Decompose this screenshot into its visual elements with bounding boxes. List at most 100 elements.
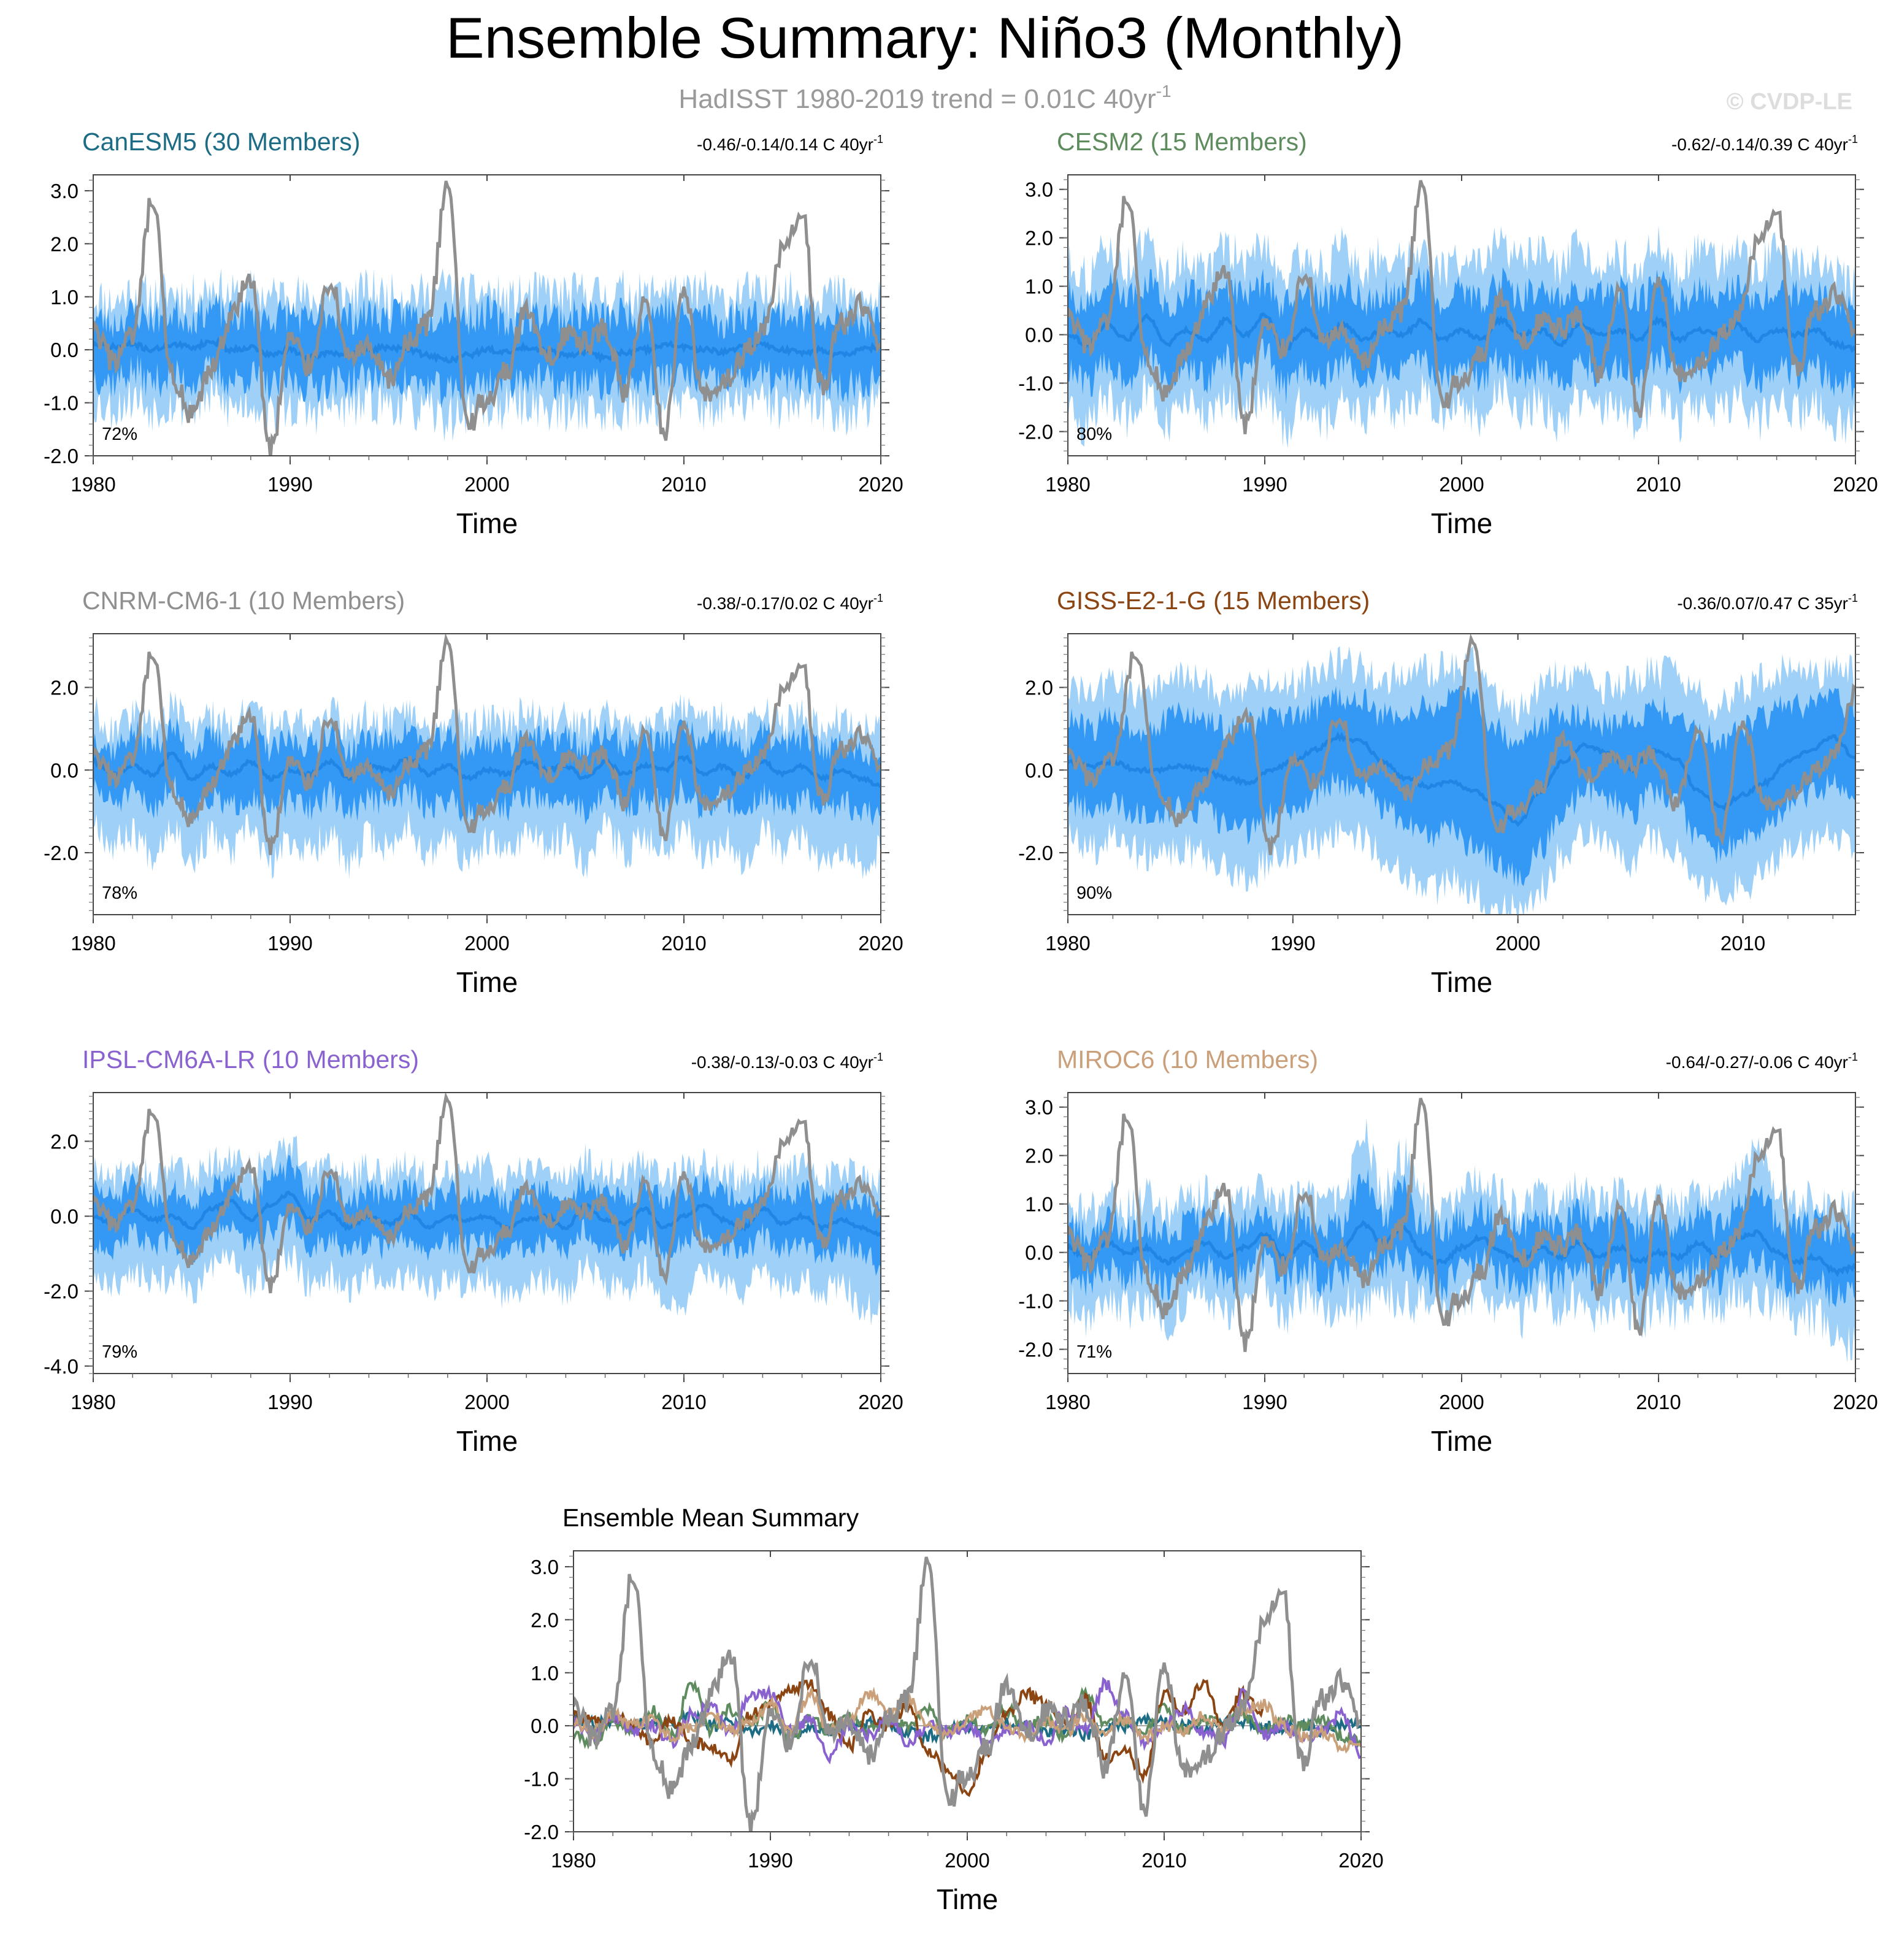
y-tick-label: -2.0 [44,842,79,864]
y-tick-label: 3.0 [1025,1096,1053,1119]
plot-area [573,1556,1361,1832]
y-tick-label: -1.0 [1018,372,1053,395]
x-tick-label: 1980 [71,1391,115,1413]
trend-label: -0.46/-0.14/0.14 C 40yr-1 [697,133,883,154]
figure-subtitle: HadISST 1980-2019 trend = 0.01C 40yr-1 [678,82,1171,114]
x-tick-label: 1990 [748,1849,792,1872]
plot-area [1068,1097,1855,1363]
y-tick-label: 3.0 [1025,179,1053,201]
y-tick-label: -4.0 [44,1355,79,1378]
y-tick-label: -1.0 [1018,1290,1053,1313]
x-tick-label: 1990 [1270,932,1315,955]
panel-title: Ensemble Mean Summary [562,1504,859,1532]
y-tick-label: 2.0 [1025,227,1053,250]
trend-text: -0.38/-0.17/0.02 C 40yr [697,594,873,613]
panel-title: MIROC6 (10 Members) [1057,1045,1318,1074]
panel-miroc6: MIROC6 (10 Members) -0.64/-0.27/-0.06 C 4… [1018,1045,1878,1457]
x-tick-label: 1990 [267,932,312,955]
x-tick-label: 2010 [661,1391,706,1413]
ensemble-mean-line [93,751,881,788]
y-tick-label: 2.0 [50,233,79,255]
x-tick-label: 1990 [1242,1391,1287,1413]
x-tick-label: 1990 [267,473,312,496]
y-tick-label: 3.0 [50,180,79,202]
spread-band-inner [93,1155,881,1276]
x-axis-label: Time [1431,1425,1493,1457]
observation-line [1068,1097,1855,1352]
x-tick-label: 2020 [858,932,903,955]
x-tick-label: 2010 [1636,1391,1681,1413]
x-tick-label: 2010 [661,473,706,496]
x-tick-label: 1980 [1045,932,1090,955]
panel-title: CanESM5 (30 Members) [82,128,360,156]
panel-cesm2: CESM2 (15 Members) -0.62/-0.14/0.39 C 40y… [1018,128,1878,539]
y-tick-label: 2.0 [531,1608,559,1631]
x-tick-label: 2000 [1495,932,1540,955]
plot-area [93,180,881,456]
trend-label: -0.36/0.07/0.47 C 35yr-1 [1677,592,1858,613]
panel-cnrm-cm6-1: CNRM-CM6-1 (10 Members) -0.38/-0.17/0.02 … [44,586,903,998]
y-tick-label: 2.0 [50,1130,79,1153]
trend-text: -0.38/-0.13/-0.03 C 40yr [691,1053,873,1072]
observation-line [1068,634,1855,855]
plot-area [93,634,881,880]
y-tick-label: 0.0 [1025,1242,1053,1264]
x-tick-label: 2000 [464,1391,509,1413]
panel-giss-e2-1-g: GISS-E2-1-G (15 Members) -0.36/0.07/0.47 … [1018,586,1864,998]
x-tick-label: 2000 [1439,1391,1484,1413]
y-tick-label: 0.0 [1025,324,1053,347]
percent-label: 72% [102,425,137,444]
y-tick-label: 2.0 [50,677,79,699]
trend-label: -0.64/-0.27/-0.06 C 40yr-1 [1666,1051,1858,1072]
y-tick-label: -1.0 [44,392,79,415]
trend-superscript: -1 [873,133,883,145]
x-tick-label: 2010 [1636,473,1681,496]
trend-superscript: -1 [1848,1051,1858,1063]
plot-area [1068,634,1855,915]
y-tick-label: 0.0 [50,1205,79,1228]
x-axis-label: Time [937,1883,999,1915]
percent-label: 90% [1076,883,1112,903]
y-tick-label: 2.0 [1025,1145,1053,1167]
y-tick-label: 0.0 [1025,759,1053,782]
trend-text: -0.46/-0.14/0.14 C 40yr [697,135,873,154]
y-tick-label: -2.0 [1018,842,1053,864]
plot-area [1068,180,1855,448]
observation-line [1068,180,1855,434]
x-axis-label: Time [1431,507,1493,539]
y-tick-label: -2.0 [1018,1339,1053,1361]
percent-label: 78% [102,883,137,903]
x-tick-label: 2010 [1141,1849,1186,1872]
x-tick-label: 1990 [267,1391,312,1413]
trend-text: -0.36/0.07/0.47 C 35yr [1677,594,1848,613]
panel-canesm5: CanESM5 (30 Members) -0.46/-0.14/0.14 C 4… [44,128,903,539]
subtitle-text: HadISST 1980-2019 trend = 0.01C 40yr [678,84,1156,114]
figure-title: Ensemble Summary: Niño3 (Monthly) [446,6,1404,70]
trend-label: -0.38/-0.13/-0.03 C 40yr-1 [691,1051,883,1072]
x-tick-label: 1980 [551,1849,596,1872]
percent-label: 80% [1076,425,1112,444]
x-tick-label: 1980 [1045,473,1090,496]
y-tick-label: -2.0 [44,1280,79,1303]
panel-title: CESM2 (15 Members) [1057,128,1307,156]
x-tick-label: 2020 [1338,1849,1383,1872]
y-tick-label: -2.0 [44,445,79,467]
y-tick-label: 1.0 [1025,1193,1053,1216]
panel-ensemble-mean-summary: Ensemble Mean Summary 1980 1990 2000 2010 202… [524,1504,1384,1915]
trend-superscript: -1 [873,1051,883,1063]
x-tick-label: 2020 [1833,1391,1878,1413]
observation-line [93,180,881,456]
observation-line [93,1093,881,1294]
trend-superscript: -1 [873,592,883,604]
panel-title: CNRM-CM6-1 (10 Members) [82,586,405,615]
y-tick-label: 1.0 [531,1662,559,1685]
x-tick-label: 2000 [1439,473,1484,496]
x-tick-label: 2020 [858,1391,903,1413]
x-tick-label: 1990 [1242,473,1287,496]
x-tick-label: 2010 [661,932,706,955]
observation-line [573,1556,1361,1832]
y-tick-label: -2.0 [524,1821,559,1843]
x-tick-label: 1980 [71,473,115,496]
y-tick-label: 3.0 [531,1556,559,1578]
